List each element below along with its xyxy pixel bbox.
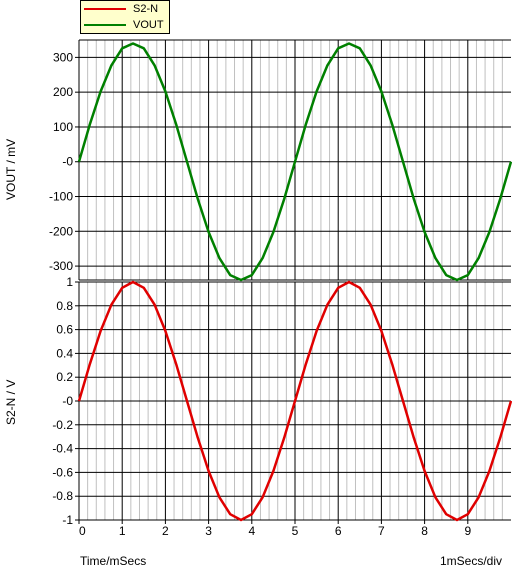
x-tick-label: 4 bbox=[248, 524, 255, 538]
x-tick-label: 3 bbox=[205, 524, 212, 538]
bottom-y-axis-title: S2-N / V bbox=[4, 379, 18, 425]
y-tick-label-s2n: 0.4 bbox=[56, 346, 73, 360]
y-tick-label-s2n: -0 bbox=[62, 394, 73, 408]
x-tick-label: 0 bbox=[79, 524, 86, 538]
legend-entry-vout: VOUT bbox=[81, 17, 169, 33]
legend-label-s2n: S2-N bbox=[133, 3, 159, 15]
x-tick-label: 2 bbox=[162, 524, 169, 538]
y-tick-label-vout: -100 bbox=[49, 190, 73, 204]
series-line-s2n bbox=[77, 280, 512, 522]
y-tick-label-vout: 100 bbox=[53, 120, 73, 134]
y-tick-label-s2n: 0.8 bbox=[56, 299, 73, 313]
y-tick-label-s2n: 1 bbox=[66, 275, 73, 289]
x-tick-label: 6 bbox=[335, 524, 342, 538]
x-tick-label: 7 bbox=[378, 524, 385, 538]
x-tick-label: 8 bbox=[421, 524, 428, 538]
y-tick-label-s2n: 0.6 bbox=[56, 323, 73, 337]
y-tick-label-vout: 200 bbox=[53, 85, 73, 99]
legend-entry-s2n: S2-N bbox=[81, 1, 169, 17]
y-tick-label-vout: -200 bbox=[49, 224, 73, 238]
x-axis-scale-label: 1mSecs/div bbox=[440, 554, 503, 568]
y-tick-label-s2n: 0.2 bbox=[56, 370, 73, 384]
x-tick-label: 5 bbox=[292, 524, 299, 538]
y-tick-label-s2n: -1 bbox=[62, 513, 73, 527]
legend-swatch-s2n bbox=[84, 8, 126, 10]
legend-swatch-vout bbox=[84, 24, 126, 26]
x-tick-label: 1 bbox=[119, 524, 126, 538]
legend-label-vout: VOUT bbox=[133, 19, 164, 31]
y-tick-label-vout: 300 bbox=[53, 50, 73, 64]
y-tick-label-vout: -300 bbox=[49, 259, 73, 273]
x-axis-title: Time/mSecs bbox=[80, 554, 147, 568]
y-tick-label-s2n: -0.2 bbox=[52, 418, 73, 432]
x-tick-label: 9 bbox=[464, 524, 471, 538]
series-line-vout bbox=[77, 42, 512, 282]
y-tick-label-s2n: -0.6 bbox=[52, 465, 73, 479]
y-tick-label-s2n: -0.8 bbox=[52, 489, 73, 503]
legend: S2-N VOUT bbox=[80, 0, 170, 34]
top-y-axis-title: VOUT / mV bbox=[4, 138, 18, 200]
y-tick-label-vout: -0 bbox=[62, 155, 73, 169]
y-tick-label-s2n: -0.4 bbox=[52, 442, 73, 456]
